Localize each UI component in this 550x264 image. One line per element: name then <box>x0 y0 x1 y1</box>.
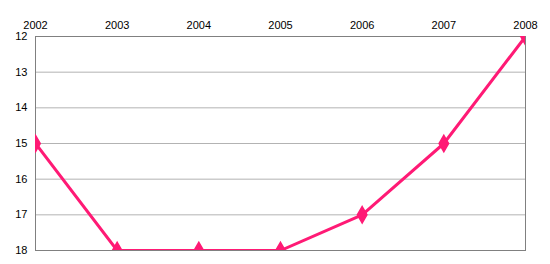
svg-text:2008: 2008 <box>513 19 537 31</box>
svg-text:2004: 2004 <box>187 19 211 31</box>
svg-text:14: 14 <box>15 101 27 113</box>
svg-text:13: 13 <box>15 66 27 78</box>
svg-text:16: 16 <box>15 173 27 185</box>
svg-text:2007: 2007 <box>432 19 456 31</box>
svg-text:17: 17 <box>15 208 27 220</box>
svg-text:2003: 2003 <box>105 19 129 31</box>
svg-text:15: 15 <box>15 137 27 149</box>
svg-text:12: 12 <box>15 30 27 42</box>
svg-text:2002: 2002 <box>23 19 47 31</box>
svg-text:2006: 2006 <box>350 19 374 31</box>
svg-text:2005: 2005 <box>268 19 292 31</box>
svg-text:18: 18 <box>15 244 27 256</box>
